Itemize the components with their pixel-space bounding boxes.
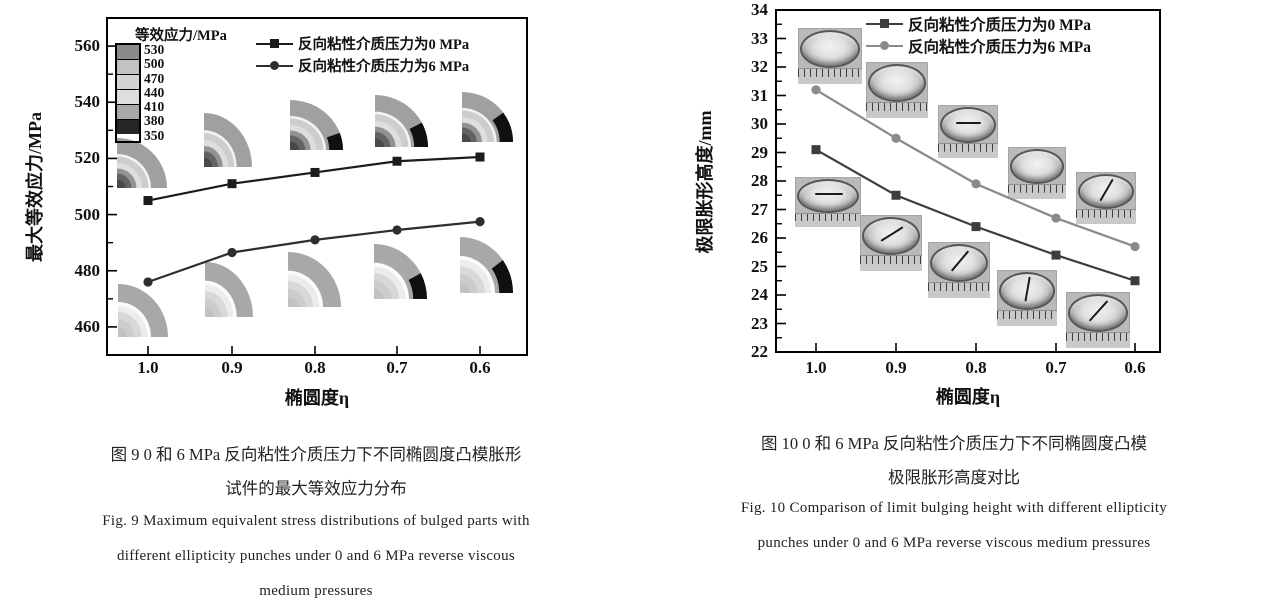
legend-label: 反向粘性介质压力为0 MPa xyxy=(298,37,470,53)
fig9-caption-en-line2: different ellipticity punches under 0 an… xyxy=(116,548,516,564)
y-tick-label: 27 xyxy=(751,199,768,219)
colorbar-labels: 530 500 470 440 410 380 350 xyxy=(144,42,165,143)
y-tick-label: 500 xyxy=(74,204,101,224)
fig10-caption-zh-line1: 图 10 0 和 6 MPa 反向粘性介质压力下不同椭圆度凸模 xyxy=(761,434,1147,453)
y-tick-label: 28 xyxy=(751,171,768,190)
y-tick-label: 30 xyxy=(751,114,768,133)
x-tick-label: 0.7 xyxy=(386,358,408,377)
square-marker-icon xyxy=(866,19,903,28)
fig9-legend-entry-6mpa: 反向粘性介质压力为6 MPa xyxy=(256,56,469,75)
fig10-legend: 反向粘性介质压力为0 MPa 反向粘性介质压力为6 MPa xyxy=(866,14,1091,56)
fig10-caption-en-line1: Fig. 10 Comparison of limit bulging heig… xyxy=(740,500,1168,516)
y-tick-label: 26 xyxy=(751,228,768,247)
legend-label: 反向粘性介质压力为0 MPa xyxy=(908,16,1091,34)
colorbar-swatch xyxy=(117,45,139,59)
x-tick-label: 1.0 xyxy=(137,358,159,377)
colorbar-value: 350 xyxy=(144,127,165,143)
fig9-caption-en-line3: medium pressures xyxy=(259,583,373,599)
y-tick-label: 540 xyxy=(74,92,101,112)
colorbar-value: 380 xyxy=(144,113,165,129)
square-marker-icon xyxy=(256,39,293,48)
y-tick-label: 31 xyxy=(751,85,768,105)
fig9-caption: 图 9 0 和 6 MPa 反向粘性介质压力下不同椭圆度凸模胀形 试件的最大等效… xyxy=(10,0,622,612)
fig10-caption: 图 10 0 和 6 MPa 反向粘性介质压力下不同椭圆度凸模 极限胀形高度对比… xyxy=(648,0,1260,612)
x-tick-label: 0.6 xyxy=(1124,358,1146,377)
fig9-legend: 反向粘性介质压力为0 MPa 反向粘性介质压力为6 MPa xyxy=(256,34,469,75)
x-tick-label: 0.9 xyxy=(885,358,907,377)
circle-marker-icon xyxy=(866,41,903,50)
y-tick-label: 34 xyxy=(751,0,768,19)
y-tick-label: 33 xyxy=(751,28,768,48)
x-tick-label: 0.9 xyxy=(221,358,243,377)
circle-marker-icon xyxy=(256,61,293,70)
fig10-caption-zh-line2: 极限胀形高度对比 xyxy=(888,468,1020,487)
y-tick-label: 23 xyxy=(751,313,768,333)
fig9-caption-zh-line1: 图 9 0 和 6 MPa 反向粘性介质压力下不同椭圆度凸模胀形 xyxy=(110,445,522,464)
fig10-caption-en-line2: punches under 0 and 6 MPa reverse viscou… xyxy=(757,535,1151,551)
colorbar-value: 410 xyxy=(144,99,165,115)
y-tick-label: 460 xyxy=(74,316,101,336)
y-tick-label: 22 xyxy=(751,342,768,361)
colorbar-value: 500 xyxy=(144,56,165,72)
fig9-x-axis-label: 椭圆度η xyxy=(284,388,350,408)
colorbar-swatches xyxy=(115,43,141,144)
y-tick-label: 29 xyxy=(751,142,768,162)
legend-label: 反向粘性介质压力为6 MPa xyxy=(908,38,1091,56)
colorbar-value: 440 xyxy=(144,84,165,100)
x-tick-label: 0.8 xyxy=(304,358,326,377)
y-tick-label: 520 xyxy=(74,148,101,168)
x-tick-label: 0.6 xyxy=(469,358,491,377)
fig9-caption-en-line1: Fig. 9 Maximum equivalent stress distrib… xyxy=(102,513,530,529)
x-tick-label: 0.8 xyxy=(965,358,987,377)
fig9-caption-zh-line2: 试件的最大等效应力分布 xyxy=(225,479,407,498)
y-tick-label: 560 xyxy=(74,36,101,56)
colorbar-swatch xyxy=(117,74,139,89)
y-tick-label: 24 xyxy=(751,285,768,304)
y-tick-label: 480 xyxy=(74,260,101,280)
colorbar-swatch xyxy=(117,104,139,119)
fig10-x-axis-label: 椭圆度η xyxy=(935,387,1001,407)
y-tick-label: 25 xyxy=(751,256,768,276)
colorbar-title: 等效应力/MPa xyxy=(135,28,227,44)
y-tick-label: 32 xyxy=(751,57,768,76)
x-tick-label: 0.7 xyxy=(1045,358,1067,377)
legend-label: 反向粘性介质压力为6 MPa xyxy=(298,59,470,75)
fig10-legend-entry-6mpa: 反向粘性介质压力为6 MPa xyxy=(866,36,1091,56)
fig10-legend-entry-0mpa: 反向粘性介质压力为0 MPa xyxy=(866,14,1091,34)
colorbar-value: 470 xyxy=(144,70,165,86)
fig9-legend-entry-0mpa: 反向粘性介质压力为0 MPa xyxy=(256,34,469,53)
colorbar-value: 530 xyxy=(144,42,165,57)
colorbar-swatch xyxy=(117,89,139,104)
x-tick-label: 1.0 xyxy=(805,358,827,377)
colorbar-swatch xyxy=(117,119,139,134)
colorbar-swatch xyxy=(117,59,139,74)
